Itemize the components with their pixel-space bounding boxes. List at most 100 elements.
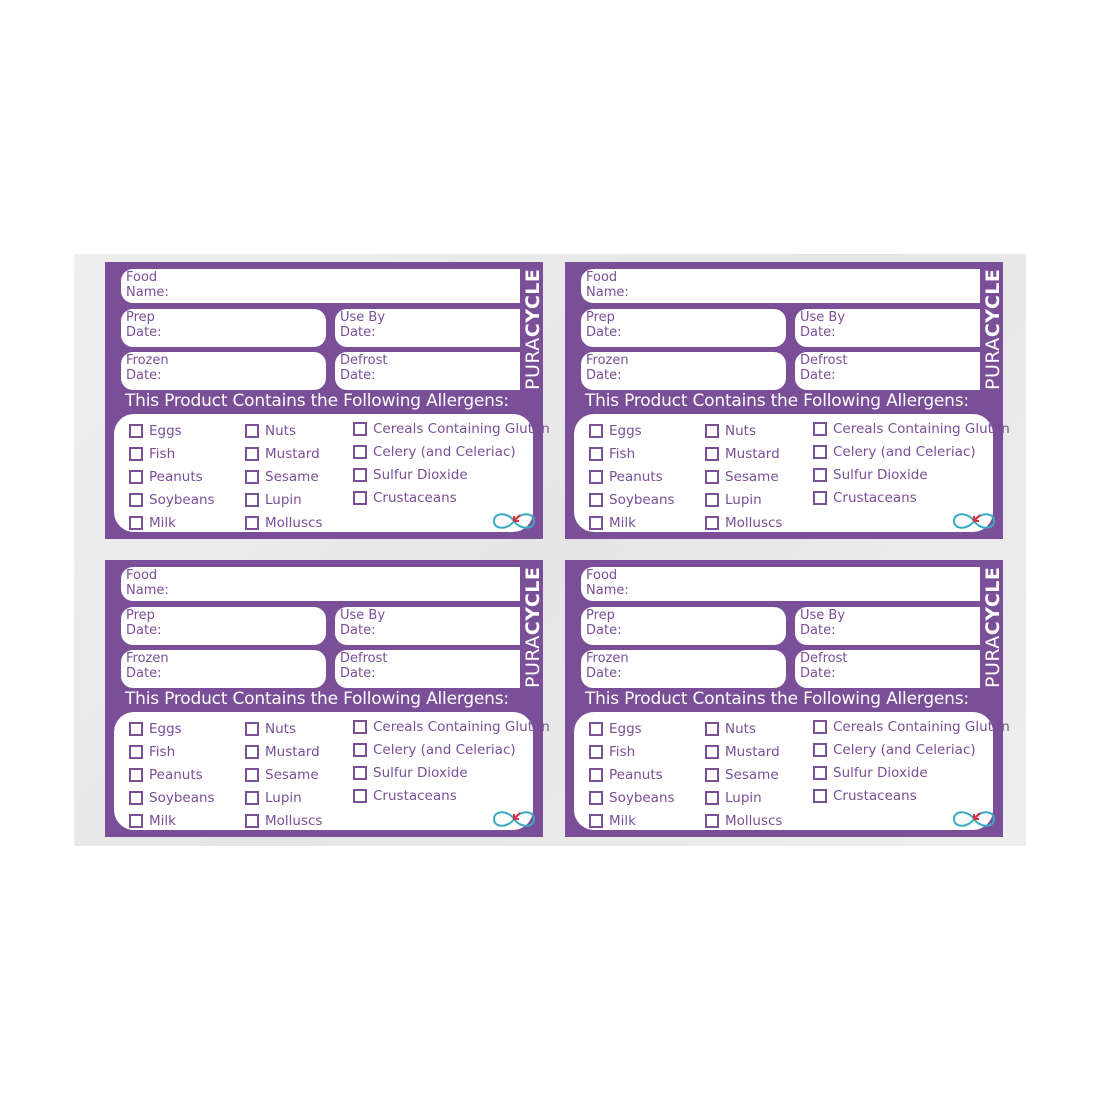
- allergen-checkbox-item[interactable]: Molluscs: [245, 813, 322, 829]
- allergen-checkbox-item[interactable]: Cereals Containing Gluten: [353, 719, 550, 735]
- allergen-checkbox-item[interactable]: Sesame: [705, 767, 779, 783]
- defrost-date-field[interactable]: Defrost Date:: [795, 650, 980, 688]
- use-by-date-field[interactable]: Use By Date:: [795, 607, 980, 645]
- checkbox[interactable]: [705, 722, 719, 736]
- checkbox[interactable]: [129, 768, 143, 782]
- checkbox[interactable]: [813, 766, 827, 780]
- checkbox[interactable]: [353, 422, 367, 436]
- checkbox[interactable]: [813, 789, 827, 803]
- allergen-checkbox-item[interactable]: Celery (and Celeriac): [813, 742, 976, 758]
- prep-date-field[interactable]: Prep Date:: [581, 607, 786, 645]
- allergen-checkbox-item[interactable]: Sulfur Dioxide: [813, 765, 928, 781]
- checkbox[interactable]: [813, 468, 827, 482]
- checkbox[interactable]: [705, 791, 719, 805]
- allergen-checkbox-item[interactable]: Peanuts: [129, 469, 203, 485]
- allergen-checkbox-item[interactable]: Lupin: [245, 492, 302, 508]
- checkbox[interactable]: [705, 814, 719, 828]
- use-by-date-field[interactable]: Use By Date:: [335, 309, 520, 347]
- checkbox[interactable]: [129, 516, 143, 530]
- checkbox[interactable]: [245, 424, 259, 438]
- food-name-field[interactable]: Food Name:: [121, 269, 520, 303]
- frozen-date-field[interactable]: Frozen Date:: [581, 650, 786, 688]
- checkbox[interactable]: [353, 468, 367, 482]
- checkbox[interactable]: [705, 516, 719, 530]
- allergen-checkbox-item[interactable]: Lupin: [705, 492, 762, 508]
- allergen-checkbox-item[interactable]: Mustard: [245, 744, 320, 760]
- checkbox[interactable]: [705, 424, 719, 438]
- allergen-checkbox-item[interactable]: Eggs: [589, 721, 642, 737]
- checkbox[interactable]: [129, 745, 143, 759]
- allergen-checkbox-item[interactable]: Molluscs: [705, 813, 782, 829]
- allergen-checkbox-item[interactable]: Peanuts: [129, 767, 203, 783]
- allergen-checkbox-item[interactable]: Milk: [589, 515, 636, 531]
- food-name-field[interactable]: Food Name:: [121, 567, 520, 601]
- allergen-checkbox-item[interactable]: Sulfur Dioxide: [353, 765, 468, 781]
- allergen-checkbox-item[interactable]: Soybeans: [589, 492, 675, 508]
- checkbox[interactable]: [353, 720, 367, 734]
- use-by-date-field[interactable]: Use By Date:: [795, 309, 980, 347]
- allergen-checkbox-item[interactable]: Eggs: [589, 423, 642, 439]
- defrost-date-field[interactable]: Defrost Date:: [795, 352, 980, 390]
- prep-date-field[interactable]: Prep Date:: [581, 309, 786, 347]
- checkbox[interactable]: [353, 766, 367, 780]
- frozen-date-field[interactable]: Frozen Date:: [581, 352, 786, 390]
- allergen-checkbox-item[interactable]: Sulfur Dioxide: [353, 467, 468, 483]
- allergen-checkbox-item[interactable]: Sulfur Dioxide: [813, 467, 928, 483]
- checkbox[interactable]: [589, 493, 603, 507]
- allergen-checkbox-item[interactable]: Lupin: [245, 790, 302, 806]
- allergen-checkbox-item[interactable]: Fish: [129, 446, 175, 462]
- checkbox[interactable]: [129, 791, 143, 805]
- allergen-checkbox-item[interactable]: Cereals Containing Gluten: [353, 421, 550, 437]
- checkbox[interactable]: [589, 814, 603, 828]
- checkbox[interactable]: [589, 722, 603, 736]
- checkbox[interactable]: [129, 470, 143, 484]
- allergen-checkbox-item[interactable]: Celery (and Celeriac): [353, 444, 516, 460]
- allergen-checkbox-item[interactable]: Mustard: [705, 744, 780, 760]
- allergen-checkbox-item[interactable]: Celery (and Celeriac): [813, 444, 976, 460]
- allergen-checkbox-item[interactable]: Milk: [129, 515, 176, 531]
- allergen-checkbox-item[interactable]: Milk: [589, 813, 636, 829]
- checkbox[interactable]: [589, 447, 603, 461]
- checkbox[interactable]: [589, 470, 603, 484]
- checkbox[interactable]: [245, 791, 259, 805]
- use-by-date-field[interactable]: Use By Date:: [335, 607, 520, 645]
- checkbox[interactable]: [705, 493, 719, 507]
- checkbox[interactable]: [705, 768, 719, 782]
- defrost-date-field[interactable]: Defrost Date:: [335, 650, 520, 688]
- defrost-date-field[interactable]: Defrost Date:: [335, 352, 520, 390]
- checkbox[interactable]: [129, 814, 143, 828]
- allergen-checkbox-item[interactable]: Mustard: [245, 446, 320, 462]
- checkbox[interactable]: [353, 789, 367, 803]
- allergen-checkbox-item[interactable]: Molluscs: [705, 515, 782, 531]
- checkbox[interactable]: [589, 516, 603, 530]
- checkbox[interactable]: [589, 791, 603, 805]
- allergen-checkbox-item[interactable]: Eggs: [129, 721, 182, 737]
- allergen-checkbox-item[interactable]: Milk: [129, 813, 176, 829]
- allergen-checkbox-item[interactable]: Fish: [589, 744, 635, 760]
- allergen-checkbox-item[interactable]: Eggs: [129, 423, 182, 439]
- allergen-checkbox-item[interactable]: Nuts: [245, 721, 296, 737]
- prep-date-field[interactable]: Prep Date:: [121, 309, 326, 347]
- checkbox[interactable]: [129, 424, 143, 438]
- frozen-date-field[interactable]: Frozen Date:: [121, 352, 326, 390]
- checkbox[interactable]: [129, 447, 143, 461]
- allergen-checkbox-item[interactable]: Crustaceans: [813, 788, 917, 804]
- frozen-date-field[interactable]: Frozen Date:: [121, 650, 326, 688]
- checkbox[interactable]: [245, 814, 259, 828]
- checkbox[interactable]: [353, 491, 367, 505]
- allergen-checkbox-item[interactable]: Peanuts: [589, 767, 663, 783]
- checkbox[interactable]: [245, 722, 259, 736]
- checkbox[interactable]: [813, 720, 827, 734]
- allergen-checkbox-item[interactable]: Cereals Containing Gluten: [813, 719, 1010, 735]
- checkbox[interactable]: [245, 745, 259, 759]
- allergen-checkbox-item[interactable]: Mustard: [705, 446, 780, 462]
- checkbox[interactable]: [353, 743, 367, 757]
- allergen-checkbox-item[interactable]: Peanuts: [589, 469, 663, 485]
- checkbox[interactable]: [353, 445, 367, 459]
- checkbox[interactable]: [129, 722, 143, 736]
- checkbox[interactable]: [705, 745, 719, 759]
- allergen-checkbox-item[interactable]: Soybeans: [129, 492, 215, 508]
- checkbox[interactable]: [245, 768, 259, 782]
- allergen-checkbox-item[interactable]: Nuts: [245, 423, 296, 439]
- allergen-checkbox-item[interactable]: Sesame: [245, 767, 319, 783]
